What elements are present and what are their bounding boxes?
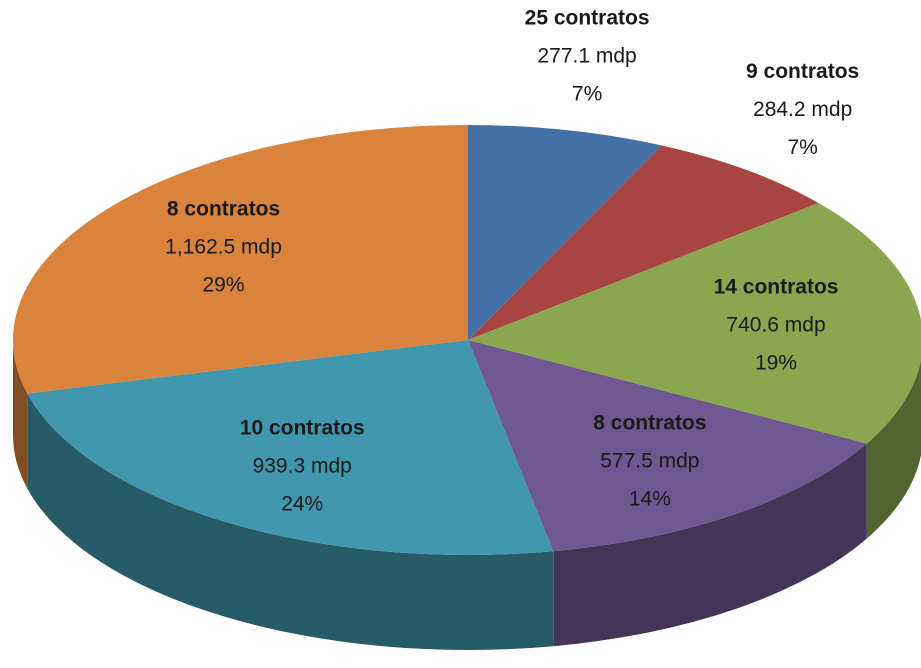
slice-side xyxy=(27,393,554,650)
category-label: 10 contratos xyxy=(240,417,365,440)
amount-label: 284.2 mdp xyxy=(753,98,852,121)
value-label: 7% xyxy=(787,136,817,159)
slice-side xyxy=(553,443,867,647)
amount-label: 939.3 mdp xyxy=(253,455,352,478)
slice-side xyxy=(866,359,921,539)
value-label: 19% xyxy=(755,351,797,374)
amount-label: 740.6 mdp xyxy=(726,313,825,336)
amount-label: 577.5 mdp xyxy=(600,449,699,472)
category-label: 8 contratos xyxy=(167,197,280,220)
slice xyxy=(468,202,921,444)
slice-side xyxy=(13,340,28,489)
amount-label: 1,162.5 mdp xyxy=(165,235,282,258)
amount-label: 277.1 mdp xyxy=(537,44,636,67)
value-label: 14% xyxy=(629,487,671,510)
value-label: 24% xyxy=(281,493,323,516)
slice xyxy=(468,125,662,340)
slice xyxy=(468,145,819,340)
category-label: 9 contratos xyxy=(746,60,859,83)
slice xyxy=(27,340,554,556)
category-label: 25 contratos xyxy=(525,6,650,29)
category-label: 14 contratos xyxy=(714,275,839,298)
category-label: 8 contratos xyxy=(593,411,706,434)
slice xyxy=(12,125,469,394)
value-label: 7% xyxy=(572,82,602,105)
slice xyxy=(468,340,867,552)
value-label: 29% xyxy=(203,273,245,296)
